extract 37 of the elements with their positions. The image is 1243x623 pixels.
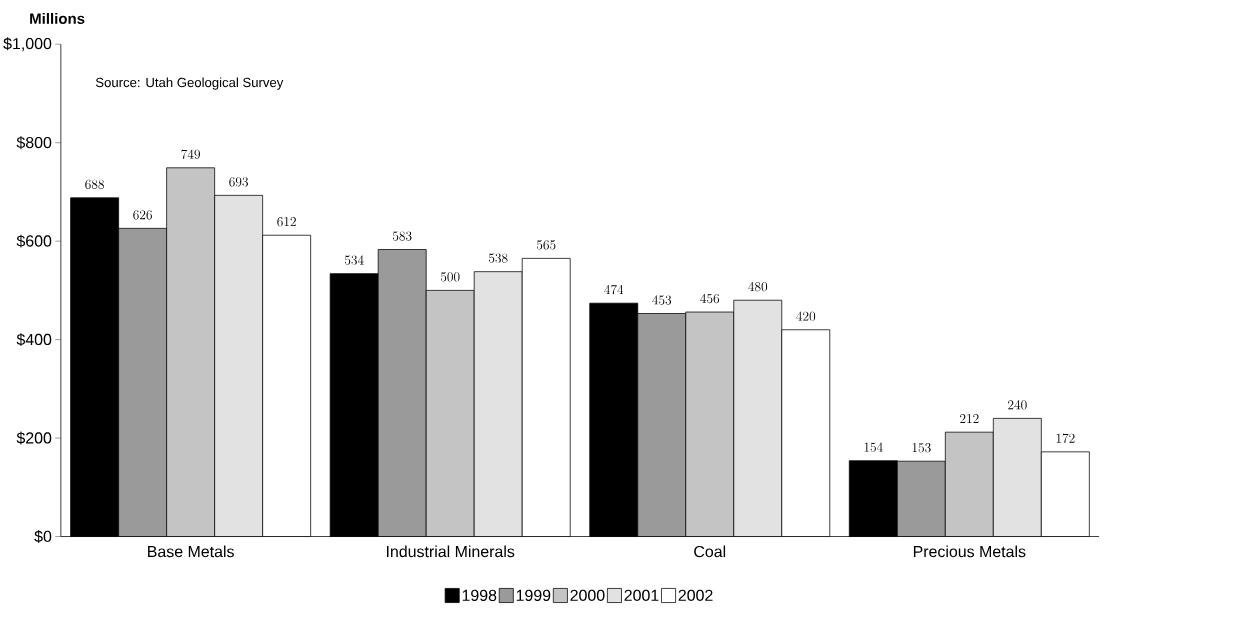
data-label: 626 (133, 210, 152, 220)
y-tick-label: $1,000 (3, 37, 52, 52)
x-tick-label: Precious Metals (913, 545, 1026, 558)
data-label: 612 (277, 217, 296, 227)
y-tick-label: $600 (16, 234, 52, 248)
legend-label: 1998 (462, 589, 497, 601)
y-tick-label: $200 (16, 431, 52, 445)
data-label: 480 (748, 281, 768, 292)
data-label: 693 (229, 177, 248, 187)
annotation: Source: Utah Geological Survey (95, 77, 284, 90)
legend-label: 1999 (516, 589, 551, 601)
data-label: 500 (440, 272, 460, 282)
data-label: 154 (864, 442, 883, 452)
legend-label: 2002 (678, 589, 713, 601)
legend-label: 2000 (570, 589, 605, 601)
y-tick-label: $0 (34, 530, 52, 543)
data-label: 453 (652, 295, 672, 305)
x-tick-label: Industrial Minerals (386, 545, 515, 558)
y-tick-label: $400 (16, 333, 52, 346)
data-label: 749 (181, 149, 200, 159)
data-label: 534 (344, 255, 364, 265)
data-label: 565 (536, 240, 556, 250)
y-axis-title: Millions (30, 12, 85, 24)
data-label: 240 (1008, 400, 1027, 410)
data-label: 474 (604, 284, 624, 295)
data-label: 153 (912, 443, 931, 453)
data-label: 583 (392, 231, 412, 241)
data-label: 172 (1056, 433, 1075, 443)
data-label: 688 (85, 179, 104, 189)
data-label: 212 (960, 413, 979, 423)
data-label: 420 (796, 311, 816, 321)
x-tick-label: Base Metals (148, 545, 234, 558)
x-tick-label: Coal (694, 545, 726, 558)
data-label: 456 (700, 293, 720, 304)
data-label: 538 (488, 253, 508, 263)
y-tick-label: $800 (16, 136, 52, 150)
legend-label: 2001 (624, 589, 659, 601)
